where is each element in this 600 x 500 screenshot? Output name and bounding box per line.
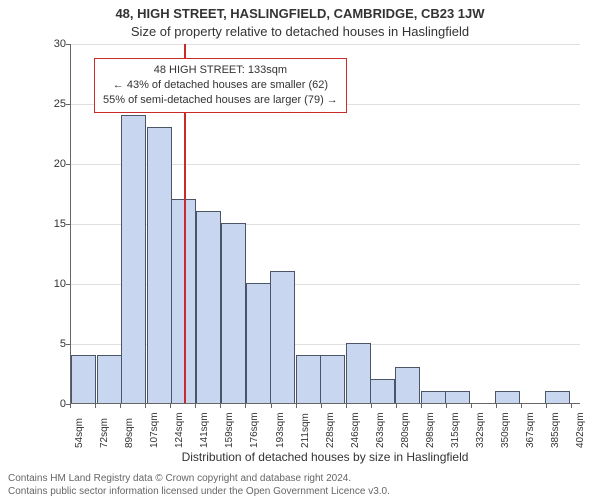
footer-text: Contains HM Land Registry data © Crown c… <box>8 473 390 498</box>
x-axis-label: Distribution of detached houses by size … <box>70 450 580 464</box>
histogram-bar <box>71 355 96 403</box>
y-tick-label: 20 <box>38 158 66 170</box>
x-tick-label: 193sqm <box>275 412 286 448</box>
x-tick-mark <box>70 404 71 408</box>
x-tick-mark <box>245 404 246 408</box>
x-tick-mark <box>220 404 221 408</box>
x-tick-mark <box>145 404 146 408</box>
histogram-bar <box>421 391 446 403</box>
y-tick-label: 25 <box>38 98 66 110</box>
x-tick-label: 385sqm <box>550 412 561 448</box>
x-tick-mark <box>296 404 297 408</box>
x-tick-label: 332sqm <box>475 412 486 448</box>
x-tick-label: 107sqm <box>149 412 160 448</box>
histogram-bar <box>221 223 246 403</box>
histogram-bar <box>370 379 395 403</box>
histogram-bar <box>270 271 295 403</box>
gridline <box>71 44 580 45</box>
x-tick-label: 54sqm <box>74 418 85 448</box>
histogram-bar <box>196 211 221 403</box>
x-tick-label: 263sqm <box>375 412 386 448</box>
x-tick-label: 141sqm <box>199 412 210 448</box>
y-tick-label: 0 <box>38 398 66 410</box>
x-tick-mark <box>371 404 372 408</box>
y-tick-mark <box>66 284 70 285</box>
infobox-line2: ← 43% of detached houses are smaller (62… <box>103 78 338 93</box>
y-tick-label: 5 <box>38 338 66 350</box>
footer-line2: Contains public sector information licen… <box>8 486 390 499</box>
histogram-bar <box>395 367 420 403</box>
marker-infobox: 48 HIGH STREET: 133sqm ← 43% of detached… <box>94 58 347 113</box>
x-tick-mark <box>321 404 322 408</box>
x-tick-label: 367sqm <box>525 412 536 448</box>
y-tick-label: 10 <box>38 278 66 290</box>
x-tick-mark <box>471 404 472 408</box>
x-tick-label: 176sqm <box>249 412 260 448</box>
x-tick-label: 89sqm <box>124 418 135 448</box>
x-tick-mark <box>195 404 196 408</box>
x-tick-label: 228sqm <box>325 412 336 448</box>
histogram-bar <box>445 391 470 403</box>
histogram-bar <box>495 391 520 403</box>
x-tick-label: 211sqm <box>300 413 311 448</box>
y-tick-label: 15 <box>38 218 66 230</box>
x-tick-label: 246sqm <box>350 412 361 448</box>
x-tick-mark <box>421 404 422 408</box>
histogram-bar <box>147 127 172 403</box>
x-tick-mark <box>170 404 171 408</box>
histogram-bar <box>346 343 371 403</box>
chart-container: 48, HIGH STREET, HASLINGFIELD, CAMBRIDGE… <box>0 0 600 500</box>
x-tick-mark <box>446 404 447 408</box>
chart-title-sub: Size of property relative to detached ho… <box>0 24 600 39</box>
x-tick-mark <box>271 404 272 408</box>
y-tick-mark <box>66 224 70 225</box>
x-tick-mark <box>346 404 347 408</box>
x-tick-label: 402sqm <box>575 412 586 448</box>
y-tick-label: 30 <box>38 38 66 50</box>
histogram-bar <box>545 391 570 403</box>
x-tick-label: 350sqm <box>500 412 511 448</box>
y-tick-mark <box>66 344 70 345</box>
x-tick-mark <box>546 404 547 408</box>
x-tick-mark <box>521 404 522 408</box>
x-tick-mark <box>496 404 497 408</box>
x-tick-mark <box>396 404 397 408</box>
x-tick-mark <box>120 404 121 408</box>
histogram-bar <box>121 115 146 403</box>
histogram-bar <box>97 355 122 403</box>
x-tick-label: 298sqm <box>425 412 436 448</box>
chart-title-main: 48, HIGH STREET, HASLINGFIELD, CAMBRIDGE… <box>0 6 600 21</box>
histogram-bar <box>296 355 321 403</box>
x-tick-label: 124sqm <box>174 412 185 448</box>
infobox-line1: 48 HIGH STREET: 133sqm <box>103 63 338 78</box>
y-tick-mark <box>66 44 70 45</box>
y-tick-mark <box>66 164 70 165</box>
footer-line1: Contains HM Land Registry data © Crown c… <box>8 473 390 486</box>
histogram-bar <box>246 283 271 403</box>
y-tick-mark <box>66 104 70 105</box>
x-tick-mark <box>95 404 96 408</box>
x-tick-mark <box>571 404 572 408</box>
infobox-line3: 55% of semi-detached houses are larger (… <box>103 93 338 108</box>
x-tick-label: 159sqm <box>224 412 235 448</box>
x-tick-label: 315sqm <box>450 412 461 448</box>
x-tick-label: 72sqm <box>99 418 110 448</box>
x-tick-label: 280sqm <box>400 412 411 448</box>
histogram-bar <box>320 355 345 403</box>
